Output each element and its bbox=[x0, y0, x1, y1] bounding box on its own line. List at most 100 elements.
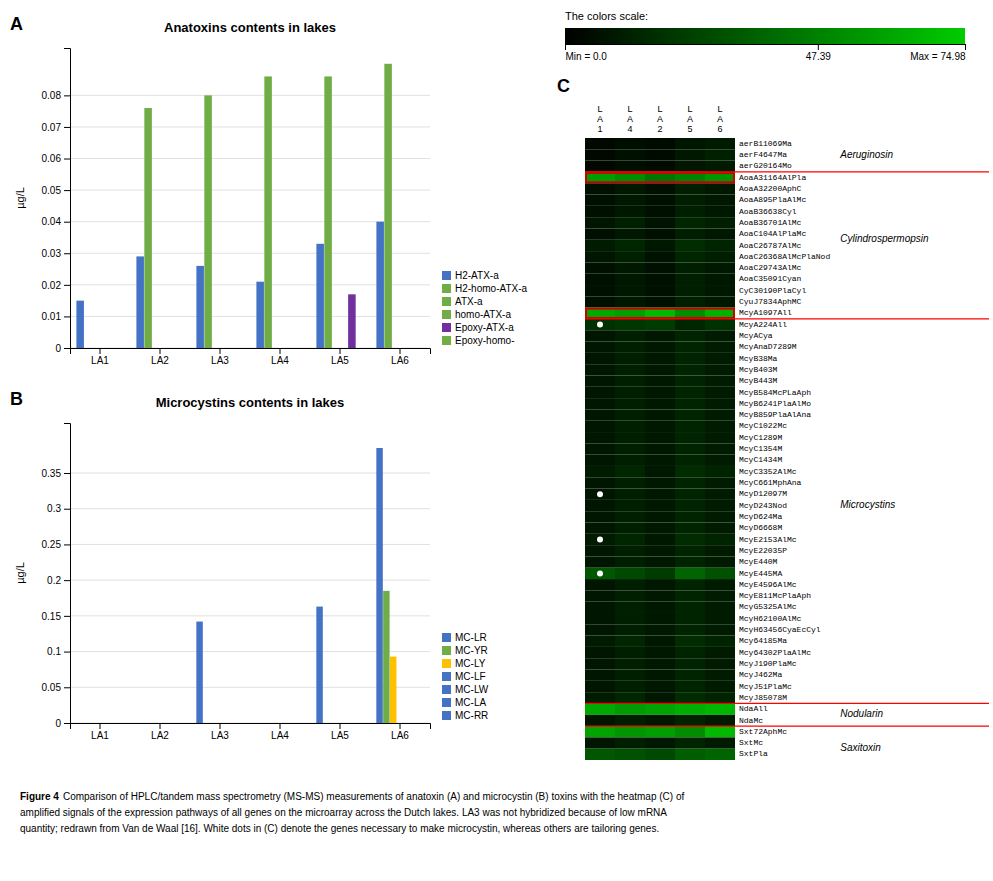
bar bbox=[376, 222, 384, 348]
cell bbox=[615, 149, 645, 160]
bar bbox=[220, 348, 228, 349]
cell bbox=[705, 556, 735, 567]
tick: 0.05 bbox=[42, 185, 70, 196]
legend-item: ATX-a bbox=[442, 296, 483, 307]
tick: 0 bbox=[55, 343, 70, 354]
cell bbox=[675, 636, 705, 647]
cell bbox=[705, 443, 735, 454]
cell bbox=[615, 681, 645, 692]
section-label: Saxitoxin bbox=[840, 742, 881, 753]
legend-label: MC-LA bbox=[455, 697, 486, 708]
cell bbox=[585, 206, 615, 217]
cell bbox=[585, 624, 615, 635]
cell bbox=[585, 262, 615, 273]
cell bbox=[645, 274, 675, 285]
tick: 0.06 bbox=[42, 153, 70, 164]
tick-label: 0.05 bbox=[42, 682, 62, 693]
column-label: LA4 bbox=[627, 104, 633, 134]
cell bbox=[675, 489, 705, 500]
cell bbox=[705, 703, 735, 714]
cell bbox=[705, 511, 735, 522]
bar bbox=[383, 591, 389, 723]
grid-line bbox=[70, 190, 430, 191]
row-label: AoaA31164AlPla bbox=[739, 173, 806, 182]
axis-line bbox=[64, 424, 71, 724]
bar bbox=[228, 348, 236, 349]
cell bbox=[645, 726, 675, 737]
row-label: McyJ51PlaMc bbox=[739, 682, 792, 691]
tick: 0.03 bbox=[42, 248, 70, 259]
bar bbox=[157, 723, 163, 724]
legend-swatch bbox=[442, 646, 451, 655]
bar bbox=[270, 723, 276, 724]
bar bbox=[160, 348, 168, 349]
caption-line: quantity; redrawn from Van de Waal [16].… bbox=[20, 823, 659, 834]
cell bbox=[705, 477, 735, 488]
bar bbox=[290, 723, 296, 724]
cell bbox=[705, 681, 735, 692]
separator bbox=[585, 703, 989, 704]
grid-line bbox=[70, 687, 430, 688]
row-label: McyC1289M bbox=[739, 433, 782, 442]
row-label: McyG5325AlMc bbox=[739, 602, 797, 611]
bar bbox=[203, 723, 209, 724]
cell bbox=[585, 240, 615, 251]
cell bbox=[615, 228, 645, 239]
legend-swatch bbox=[442, 659, 451, 668]
cell bbox=[645, 455, 675, 466]
tick-mark bbox=[160, 348, 161, 354]
tick: 0.25 bbox=[42, 539, 70, 550]
cell bbox=[585, 703, 615, 714]
cell bbox=[615, 342, 645, 353]
legend-label: Epoxy-ATX-a bbox=[455, 322, 514, 333]
tick-label: Min = 0.0 bbox=[566, 51, 608, 62]
cell bbox=[645, 330, 675, 341]
cell bbox=[585, 443, 615, 454]
row-label: McyE440M bbox=[739, 557, 778, 566]
bar bbox=[337, 723, 343, 724]
tick-mark bbox=[965, 44, 966, 50]
row-label: AoaC104AlPlaMc bbox=[739, 229, 806, 238]
cell bbox=[585, 342, 615, 353]
cell bbox=[585, 387, 615, 398]
y-axis: 00.050.10.150.20.250.30.35 bbox=[42, 424, 71, 729]
cell bbox=[675, 443, 705, 454]
panel-label: B bbox=[10, 389, 23, 409]
bar bbox=[356, 348, 364, 349]
cell bbox=[705, 737, 735, 748]
gene-dot bbox=[597, 536, 603, 542]
bar bbox=[350, 723, 356, 724]
bar bbox=[136, 256, 144, 348]
legend: MC-LRMC-YRMC-LYMC-LFMC-LWMC-LAMC-RR bbox=[442, 632, 489, 721]
panel: BMicrocystins contents in lakes00.050.10… bbox=[10, 389, 489, 741]
legend-item: MC-LA bbox=[442, 697, 486, 708]
tick-mark bbox=[565, 44, 566, 50]
cell bbox=[675, 206, 705, 217]
bar bbox=[272, 348, 280, 349]
cell bbox=[705, 342, 735, 353]
cell bbox=[585, 421, 615, 432]
row-label: AoaA895PlaAlMc bbox=[739, 195, 806, 204]
grid-line bbox=[70, 253, 430, 254]
cell bbox=[645, 240, 675, 251]
cell bbox=[645, 228, 675, 239]
cell bbox=[675, 240, 705, 251]
bar bbox=[210, 723, 216, 724]
cell bbox=[675, 285, 705, 296]
cell bbox=[585, 715, 615, 726]
cell bbox=[585, 636, 615, 647]
bar bbox=[264, 76, 272, 348]
cell bbox=[705, 500, 735, 511]
row-label: AoaA32200AphC bbox=[739, 184, 802, 193]
row-label: McyAnaD7289M bbox=[739, 342, 797, 351]
row-label: AoaC29743AlMc bbox=[739, 263, 802, 272]
tick-mark bbox=[64, 509, 70, 510]
grid bbox=[70, 95, 430, 348]
cell bbox=[675, 500, 705, 511]
section-label: Microcystins bbox=[840, 499, 895, 510]
bar bbox=[116, 348, 124, 349]
cell bbox=[705, 421, 735, 432]
row-label: McyC3352AlMc bbox=[739, 467, 797, 476]
cell bbox=[705, 545, 735, 556]
cell bbox=[615, 421, 645, 432]
